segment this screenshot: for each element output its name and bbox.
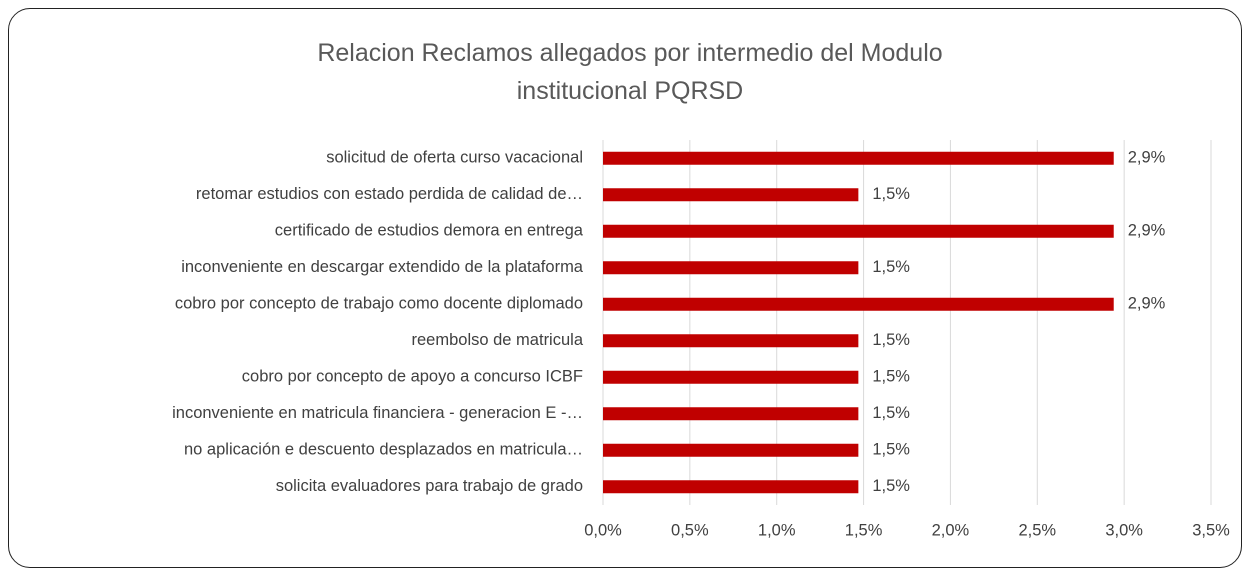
bar [603, 443, 859, 457]
y-tick-label: solicita evaluadores para trabajo de gra… [276, 477, 583, 495]
data-label: 1,5% [872, 477, 910, 495]
data-label: 2,9% [1128, 149, 1166, 167]
bar [603, 151, 1114, 165]
x-tick-label: 3,5% [1192, 521, 1230, 539]
bar [603, 480, 859, 494]
x-tick-label: 1,0% [758, 521, 796, 539]
data-label: 1,5% [872, 441, 910, 459]
y-tick-label: certificado de estudios demora en entreg… [275, 222, 584, 240]
y-tick-label: cobro por concepto de trabajo como docen… [175, 295, 583, 313]
x-tick-label: 2,5% [1018, 521, 1056, 539]
y-tick-label: reembolso de matricula [412, 331, 584, 349]
data-label: 1,5% [872, 368, 910, 386]
bar [603, 224, 1114, 238]
y-tick-label: cobro por concepto de apoyo a concurso I… [242, 368, 583, 386]
bar [603, 370, 859, 384]
data-label: 1,5% [872, 258, 910, 276]
chart: 0,0% 0,5% 1,0% 1,5% 2,0% 2,5% 3,0% 3,5% solicitu… [172, 140, 1230, 539]
data-label: 1,5% [872, 185, 910, 203]
y-tick-label: inconveniente en matricula financiera - … [172, 404, 583, 422]
x-tick-label: 2,0% [932, 521, 970, 539]
bar [603, 297, 1114, 311]
y-tick-label: retomar estudios con estado perdida de c… [196, 185, 583, 203]
y-tick-label: inconveniente en descargar extendido de … [181, 258, 584, 276]
page: Relacion Reclamos allegados por intermed… [8, 8, 1242, 568]
bar [603, 188, 859, 202]
bar [603, 407, 859, 421]
bar [603, 261, 859, 275]
y-tick-label: solicitud de oferta curso vacacional [326, 149, 583, 167]
x-tick-label: 1,5% [845, 521, 883, 539]
data-label: 1,5% [872, 404, 910, 422]
bar [603, 334, 859, 348]
x-tick-label: 0,0% [584, 521, 622, 539]
data-label: 2,9% [1128, 295, 1166, 313]
x-tick-label: 0,5% [671, 521, 709, 539]
data-label: 2,9% [1128, 222, 1166, 240]
x-tick-label: 3,0% [1105, 521, 1143, 539]
data-label: 1,5% [872, 331, 910, 349]
y-tick-label: no aplicación e descuento desplazados en… [184, 441, 583, 459]
chart-title: Relacion Reclamos allegados por intermed… [317, 39, 943, 105]
